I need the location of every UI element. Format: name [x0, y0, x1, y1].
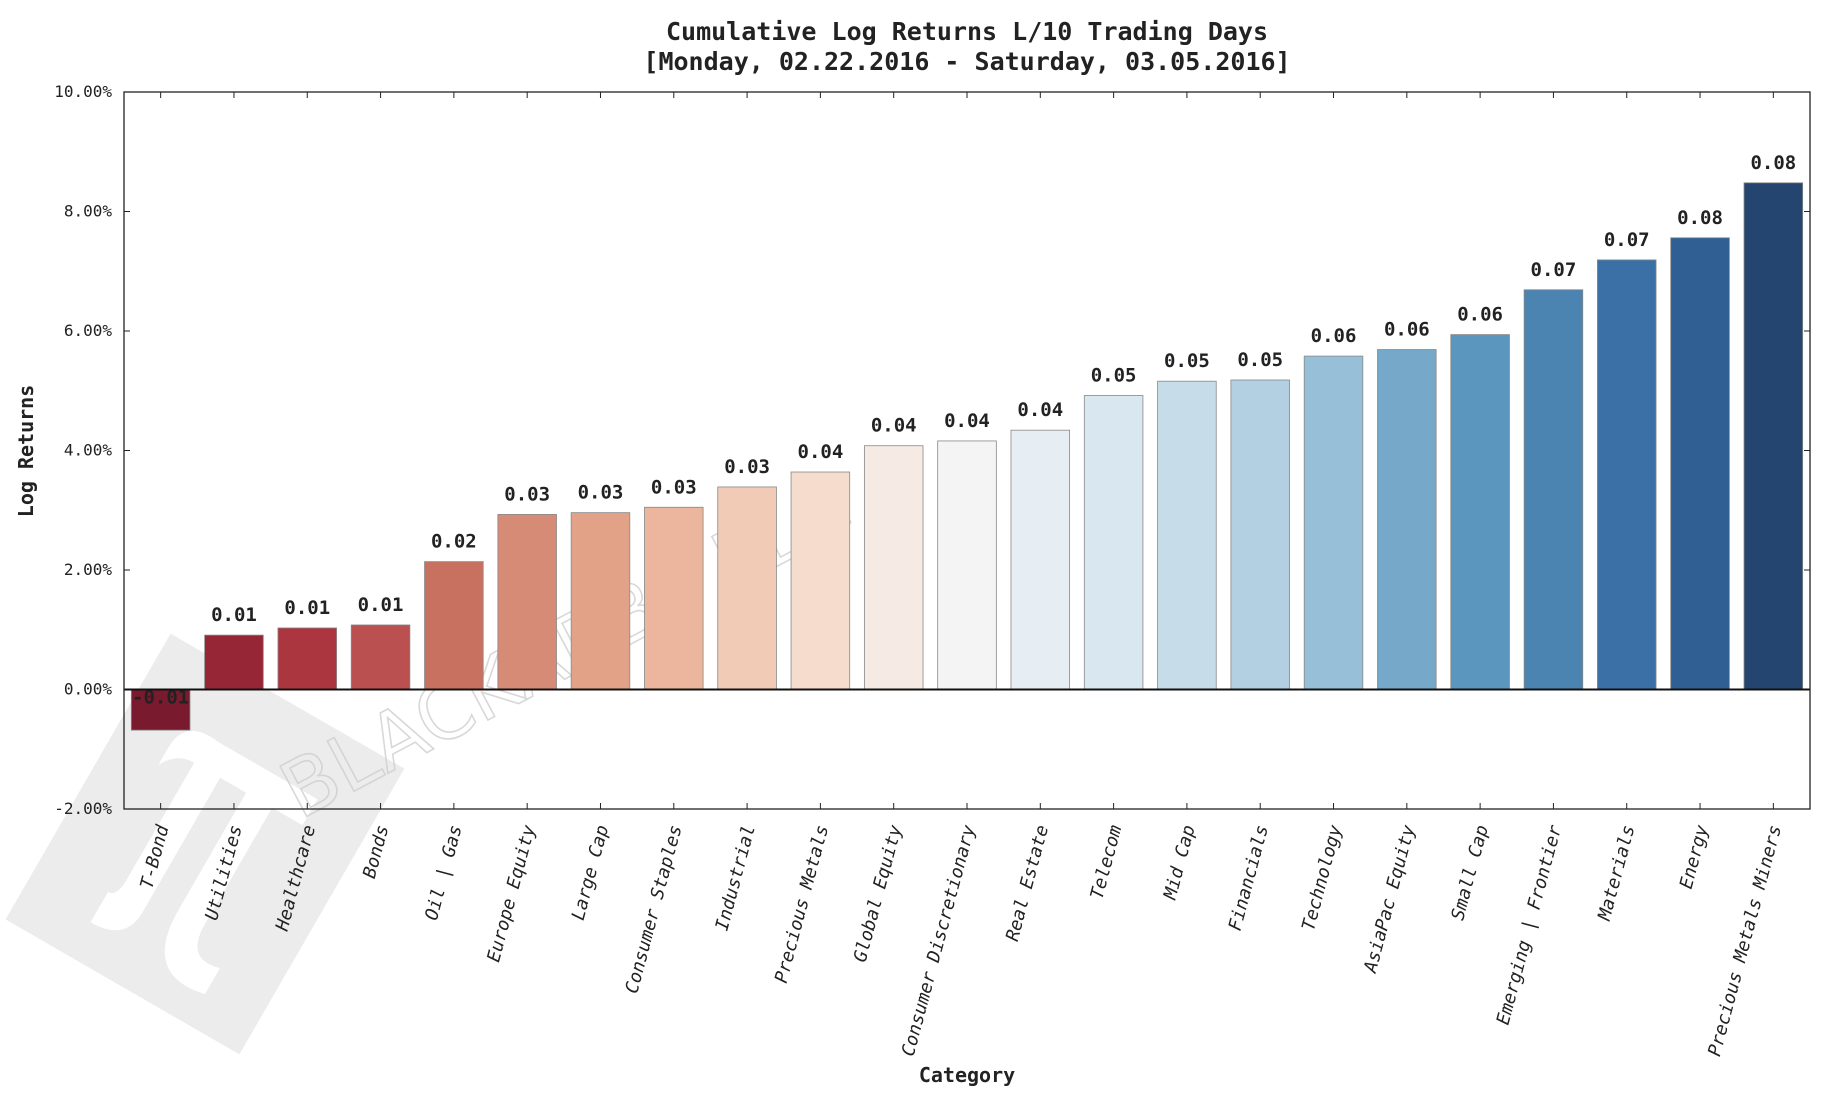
bar [1523, 289, 1584, 690]
bar [1083, 395, 1144, 690]
data-label: 0.01 [211, 604, 257, 626]
bar [130, 689, 191, 731]
axis-ticks: -2.00% 0.00% 2.00% 4.00% 6.00% 8.00% 10.00% [54, 82, 1810, 818]
x-tick-label: Energy [1676, 823, 1713, 891]
x-tick-label: Small Cap [1447, 823, 1493, 923]
x-tick-label: Consumer Staples [621, 823, 686, 996]
bar [350, 624, 411, 690]
chart-title: Cumulative Log Returns L/10 Trading Days [666, 17, 1268, 46]
y-tick-label: 0.00% [64, 680, 113, 699]
bar [1670, 237, 1730, 690]
bar [644, 506, 704, 690]
bar [1450, 334, 1510, 690]
x-tick-label: Precious Metals [771, 823, 833, 985]
data-label: 0.04 [1017, 399, 1063, 421]
y-tick-label: 10.00% [54, 82, 112, 101]
bars [130, 182, 1804, 731]
bar [497, 514, 557, 690]
data-label: 0.01 [284, 597, 330, 619]
y-tick-label: 8.00% [64, 202, 113, 221]
x-tick-label: Telecom [1087, 823, 1127, 902]
x-tick-label: Consumer Discretionary [898, 823, 980, 1059]
bar [277, 627, 337, 690]
x-tick-label: Industrial [712, 823, 760, 933]
data-label: 0.06 [1311, 325, 1357, 347]
bar [717, 486, 777, 690]
bar [790, 471, 851, 690]
bar [937, 440, 997, 690]
y-tick-label: 2.00% [64, 560, 113, 579]
data-label: 0.04 [944, 410, 990, 432]
bar [1010, 429, 1071, 690]
data-label: 0.03 [724, 456, 770, 478]
x-tick-label: Technology [1298, 823, 1346, 933]
bar [1377, 349, 1437, 690]
pi-logo-icon [5, 633, 405, 1055]
bar [1230, 379, 1290, 690]
chart-subtitle: [Monday, 02.22.2016 - Saturday, 03.05.20… [643, 47, 1290, 76]
data-labels: -0.01 0.01 0.01 0.01 0.02 0.03 0.03 0.03 0.03 0.0… [132, 152, 1796, 709]
data-label: 0.08 [1750, 152, 1796, 174]
x-tick-label: Large Cap [568, 823, 614, 923]
bar [1743, 182, 1804, 690]
data-label: 0.07 [1531, 259, 1577, 281]
data-label: 0.07 [1604, 229, 1650, 251]
data-label: 0.03 [578, 482, 624, 504]
x-tick-label: Financials [1225, 823, 1273, 933]
data-label: 0.06 [1384, 319, 1430, 341]
x-tick-label: Global Equity [850, 823, 907, 965]
data-label: 0.06 [1457, 304, 1503, 326]
y-axis-label: Log Returns [14, 385, 38, 517]
bar [1597, 259, 1657, 690]
x-tick-label: Europe Equity [483, 823, 540, 965]
plot-frame [123, 91, 1811, 810]
data-label: 0.05 [1237, 349, 1283, 371]
x-axis-label: Category [919, 1063, 1015, 1087]
x-tick-label: Precious Metals Miners [1704, 823, 1786, 1059]
x-tick-label: Real Estate [1002, 823, 1053, 944]
data-label: 0.02 [431, 531, 477, 553]
x-tick-label: Oil | Gas [421, 823, 467, 923]
y-tick-label: 6.00% [64, 321, 113, 340]
y-tick-label: -2.00% [54, 799, 112, 818]
data-label: 0.04 [798, 441, 844, 463]
bar [863, 445, 924, 690]
bar [1157, 380, 1217, 690]
data-label: 0.08 [1677, 207, 1723, 229]
bar [204, 634, 264, 690]
data-label: 0.01 [358, 594, 404, 616]
x-tick-label: Materials [1594, 823, 1640, 924]
x-tick-label: AsiaPac Equity [1360, 823, 1420, 976]
bar [1303, 355, 1364, 690]
bar [570, 512, 631, 690]
bar [424, 561, 484, 690]
x-tick-label: Emerging | Frontier [1493, 823, 1567, 1027]
data-label: 0.03 [504, 483, 550, 505]
data-label: 0.04 [871, 415, 917, 437]
data-label: 0.05 [1164, 350, 1210, 372]
data-label: 0.05 [1091, 365, 1137, 387]
data-label: -0.01 [132, 687, 189, 709]
x-tick-label: Mid Cap [1160, 823, 1200, 903]
y-tick-label: 4.00% [64, 441, 113, 460]
data-label: 0.03 [651, 476, 697, 498]
